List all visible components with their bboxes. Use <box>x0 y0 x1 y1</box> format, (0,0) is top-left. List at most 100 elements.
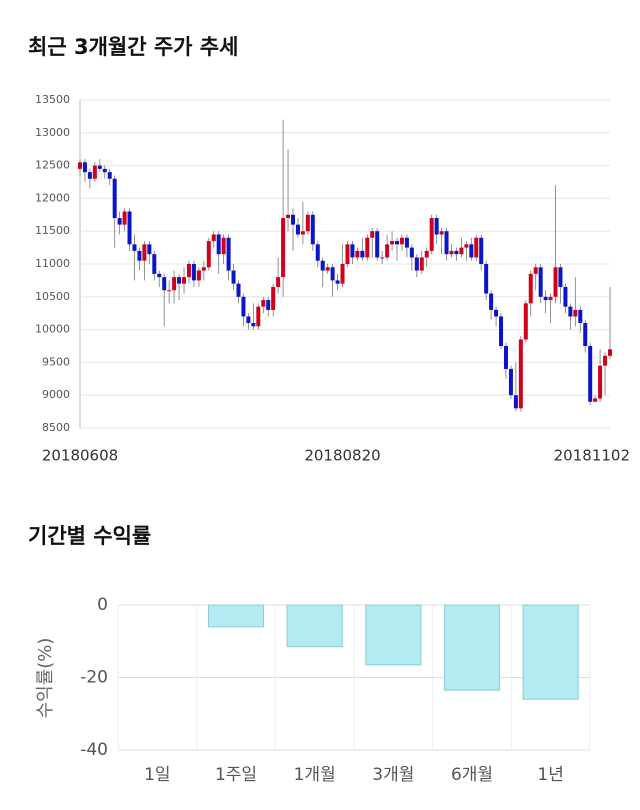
candle-body <box>360 250 365 258</box>
y-tick-label: 13500 <box>35 93 70 106</box>
candle-body <box>281 218 286 278</box>
candle-body <box>102 168 107 173</box>
candle-body <box>196 270 201 281</box>
candle-body <box>206 241 211 268</box>
candle-body <box>201 267 206 271</box>
y-tick-label: 12000 <box>35 191 70 204</box>
y-tick-label: 10000 <box>35 323 70 336</box>
x-tick-label: 20180820 <box>304 447 380 465</box>
candle-body <box>543 296 548 301</box>
candle-body <box>603 355 608 366</box>
candle-body <box>434 218 439 235</box>
candle-body <box>414 257 419 271</box>
x-tick-label: 1년 <box>537 765 563 785</box>
y-tick-label: 9500 <box>42 355 70 368</box>
candle-body <box>573 309 578 317</box>
x-tick-label: 6개월 <box>451 765 493 785</box>
candle-body <box>474 237 479 258</box>
candle-body <box>459 247 464 255</box>
candle-body <box>147 244 152 255</box>
y-tick-label: 12500 <box>35 159 70 172</box>
candle-body <box>469 244 474 258</box>
bar <box>522 604 579 700</box>
bar <box>365 604 422 666</box>
candle-body <box>424 250 429 258</box>
x-tick-label: 1주일 <box>215 765 257 785</box>
candle-body <box>261 300 266 307</box>
candle-body <box>449 250 454 255</box>
y-tick-label: -20 <box>80 668 108 688</box>
chart-title: 최근 3개월간 주가 추세 <box>28 35 238 59</box>
candle-body <box>404 237 409 248</box>
candle-body <box>221 237 226 255</box>
candle-body <box>588 346 593 402</box>
candle-body <box>375 231 380 258</box>
candle-body <box>598 365 603 399</box>
candle-body <box>523 303 528 340</box>
y-tick-label: 11500 <box>35 224 70 237</box>
candle-body <box>454 250 459 255</box>
candle-body <box>518 339 523 409</box>
y-tick-label: 13000 <box>35 126 70 139</box>
candle-body <box>399 237 404 245</box>
candle-body <box>479 237 484 264</box>
candle-body <box>107 172 112 179</box>
x-tick-label: 3개월 <box>372 765 414 785</box>
y-tick-label: 8500 <box>42 421 70 434</box>
candle-body <box>494 309 499 317</box>
candle-body <box>276 277 281 287</box>
candle-body <box>380 257 385 259</box>
candle-body <box>395 241 400 245</box>
candle-body <box>211 234 216 242</box>
candle-body <box>167 290 172 292</box>
candle-body <box>256 306 261 327</box>
candle-body <box>325 267 330 271</box>
candle-body <box>236 283 241 297</box>
candle-body <box>558 267 563 287</box>
candle-body <box>310 214 315 245</box>
candle-body <box>266 300 271 310</box>
candle-body <box>162 277 167 291</box>
candle-body <box>553 267 558 297</box>
candle-body <box>340 264 345 284</box>
candle-body <box>241 296 246 317</box>
candle-body <box>350 244 355 258</box>
candle-body <box>295 224 300 235</box>
bar <box>286 604 343 648</box>
candle-body <box>300 231 305 235</box>
candle-body <box>464 244 469 248</box>
x-tick-label: 20180608 <box>42 447 118 465</box>
candle-body <box>593 398 598 402</box>
candle-body <box>226 237 231 271</box>
y-tick-label: -40 <box>80 740 108 760</box>
candle-body <box>246 316 251 324</box>
candle-body <box>528 273 533 304</box>
candle-body <box>186 264 191 278</box>
y-tick-label: 0 <box>97 595 108 615</box>
candle-body <box>92 165 97 179</box>
candle-body <box>305 214 310 232</box>
x-tick-label: 20181102 <box>554 447 630 465</box>
candle-body <box>390 241 395 245</box>
candle-body <box>122 211 127 225</box>
candle-body <box>251 323 256 327</box>
candle-body <box>191 264 196 281</box>
candle-body <box>419 257 424 271</box>
candle-body <box>142 244 147 261</box>
candle-body <box>315 244 320 261</box>
candle-body <box>290 214 295 225</box>
candle-body <box>97 165 102 169</box>
candle-body <box>231 270 236 284</box>
candle-body <box>508 368 513 396</box>
y-axis-label: 수익률(%) <box>35 638 56 719</box>
candle-body <box>112 178 117 219</box>
candle-body <box>132 244 137 251</box>
candle-body <box>429 218 434 251</box>
candle-body <box>320 260 325 271</box>
candle-body <box>355 250 360 258</box>
candle-body <box>489 293 494 310</box>
candle-body <box>182 277 187 284</box>
candle-body <box>608 349 612 356</box>
y-tick-label: 10500 <box>35 290 70 303</box>
